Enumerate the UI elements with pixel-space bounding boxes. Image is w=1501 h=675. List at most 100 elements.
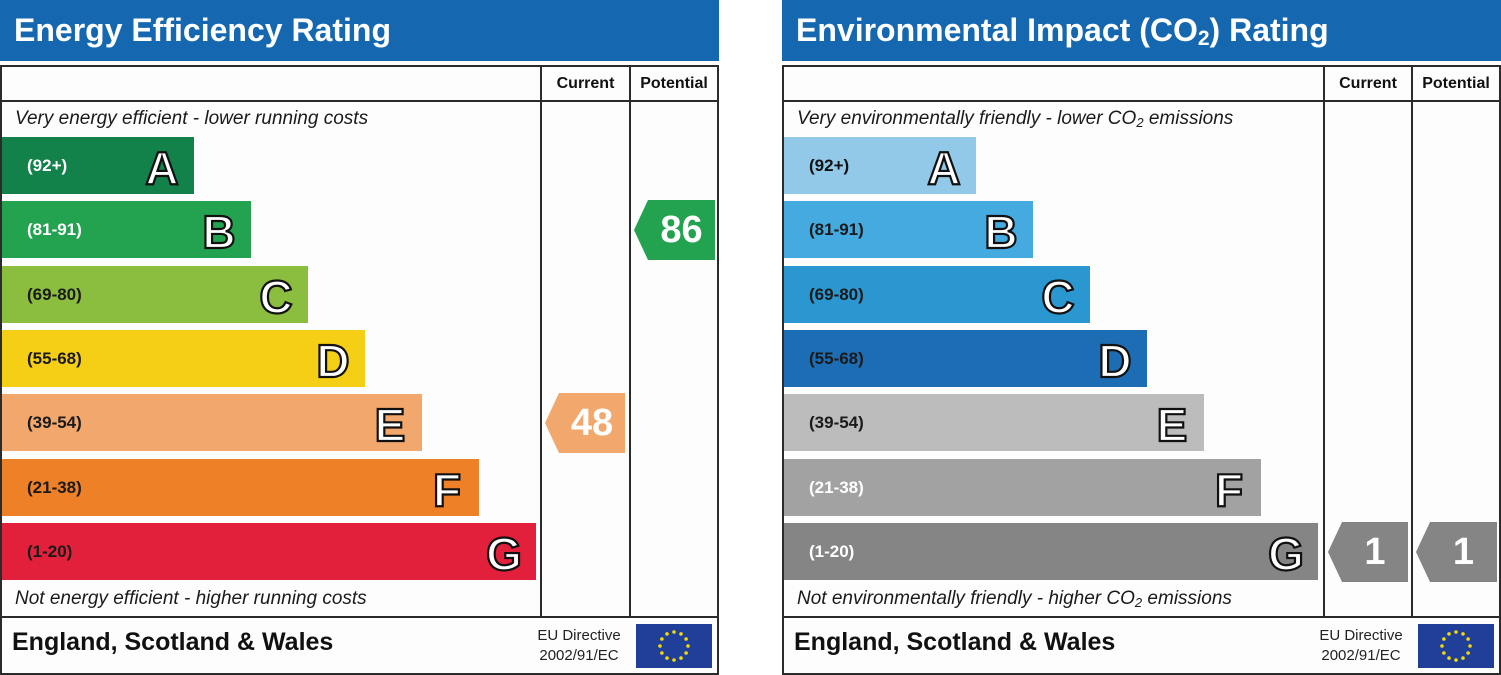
current-rating-value: 1	[1364, 530, 1386, 573]
rating-band-g: (1-20) G	[784, 522, 1318, 580]
footer-country: England, Scotland & Wales	[794, 628, 1116, 656]
band-range-label: (69-80)	[809, 284, 864, 304]
divider	[782, 616, 1501, 618]
column-header-current: Current	[1339, 75, 1397, 92]
band-range-label: (55-68)	[27, 348, 82, 368]
bottom-note: Not energy efficient - higher running co…	[15, 588, 367, 609]
band-letter: G	[1267, 527, 1305, 578]
divider	[0, 100, 719, 102]
band-range-label: (39-54)	[809, 413, 864, 433]
eu-directive: EU Directive 2002/91/EC	[1308, 626, 1414, 666]
potential-rating-marker: 86	[634, 200, 715, 261]
band-range-label: (81-91)	[809, 220, 864, 240]
band-letter: D	[315, 334, 350, 385]
panel-title: Energy Efficiency Rating	[0, 0, 719, 61]
energy-efficiency-panel: Energy Efficiency Rating Current Potenti…	[0, 0, 719, 675]
rating-band-d: (55-68) D	[784, 329, 1147, 387]
potential-rating-value: 86	[660, 209, 703, 252]
band-range-label: (39-54)	[27, 413, 82, 433]
rating-band-a: (92+) A	[784, 137, 976, 194]
rating-band-e: (39-54) E	[2, 394, 422, 452]
footer-country: England, Scotland & Wales	[12, 628, 334, 656]
directive-code: 2002/91/EC	[1321, 647, 1401, 664]
band-letter-text: C	[259, 271, 292, 321]
note-part: emissions	[1142, 588, 1232, 609]
marker-arrow-shape	[545, 393, 625, 454]
marker-arrow	[1416, 521, 1497, 582]
band-letter: C	[1040, 269, 1075, 320]
current-rating-marker: 1	[1328, 521, 1408, 582]
band-range-label: (1-20)	[809, 541, 855, 561]
directive-line: EU Directive	[1319, 627, 1403, 644]
band-letter-text: B	[202, 206, 235, 256]
band-letter-text: B	[984, 206, 1017, 256]
band-letter: G	[485, 527, 523, 578]
flag-star	[1468, 644, 1472, 648]
band-letter: F	[1214, 462, 1244, 514]
band-letter-text: G	[1268, 528, 1304, 578]
flag-star	[660, 637, 664, 641]
title-part: Environmental Impact (CO	[796, 12, 1198, 48]
band-letter: A	[144, 141, 179, 192]
current-rating-value: 48	[570, 402, 614, 445]
eu-flag-icon	[636, 624, 712, 668]
note-part: Not environmentally friendly - higher CO	[797, 588, 1135, 609]
band-letter-text: E	[1157, 399, 1188, 449]
flag-star	[672, 658, 676, 662]
environmental-impact-panel: Environmental Impact (CO2) Rating Curren…	[782, 0, 1501, 675]
flag-star	[1442, 637, 1446, 641]
band-range-label: (69-80)	[27, 284, 82, 304]
title-subscript: 2	[1197, 27, 1210, 50]
divider	[629, 65, 631, 618]
flag-star	[684, 637, 688, 641]
flag-star	[1454, 630, 1458, 634]
top-note: Very environmentally friendly - lower CO…	[797, 108, 1233, 130]
flag-star	[672, 630, 676, 634]
band-letter: D	[1097, 334, 1132, 385]
flag-star	[1447, 632, 1451, 636]
rating-band-d: (55-68) D	[2, 329, 365, 387]
flag-star	[679, 632, 683, 636]
band-range-label: (92+)	[809, 156, 850, 175]
directive-line: EU Directive	[537, 627, 621, 644]
band-range-label: (21-38)	[27, 477, 82, 497]
marker-arrow-shape	[634, 200, 715, 261]
flag-star	[1454, 658, 1458, 662]
divider	[782, 100, 1501, 102]
band-range-label: (81-91)	[27, 220, 82, 240]
band-letter: C	[258, 269, 293, 321]
rating-band-f: (21-38) F	[2, 458, 479, 516]
band-letter: B	[201, 205, 236, 256]
potential-rating-marker: 1	[1416, 521, 1497, 582]
band-letter-text: F	[1215, 464, 1243, 514]
flag-star	[1447, 656, 1451, 660]
bottom-note: Not environmentally friendly - higher CO…	[797, 588, 1232, 610]
flag-star	[665, 656, 669, 660]
band-letter-text: D	[316, 335, 349, 385]
band-letter: A	[926, 141, 961, 192]
band-letter: E	[374, 398, 407, 449]
band-range-label: (92+)	[27, 156, 68, 175]
band-range-label: (55-68)	[809, 348, 864, 368]
flag-star	[1440, 644, 1444, 648]
band-range-label: (21-38)	[809, 477, 864, 497]
flag-star	[1466, 651, 1470, 655]
rating-band-g: (1-20) G	[2, 522, 536, 580]
note-part: Very environmentally friendly - lower CO	[797, 108, 1137, 129]
title-part: ) Rating	[1209, 12, 1329, 48]
rating-band-b: (81-91) B	[2, 201, 251, 259]
flag-star	[1461, 656, 1465, 660]
flag-star	[1466, 637, 1470, 641]
eu-flag-graphic	[636, 624, 712, 668]
band-range-label: (1-20)	[27, 541, 73, 561]
band-letter: E	[1156, 398, 1189, 449]
band-letter-text: G	[486, 528, 522, 578]
flag-star	[686, 644, 690, 648]
column-header-potential: Potential	[640, 75, 708, 92]
band-letter-text: D	[1098, 335, 1131, 385]
panel-title: Environmental Impact (CO2) Rating	[782, 0, 1501, 61]
rating-band-a: (92+) A	[2, 137, 194, 194]
flag-star	[665, 632, 669, 636]
band-letter-text: F	[433, 464, 461, 514]
flag-star	[1442, 651, 1446, 655]
